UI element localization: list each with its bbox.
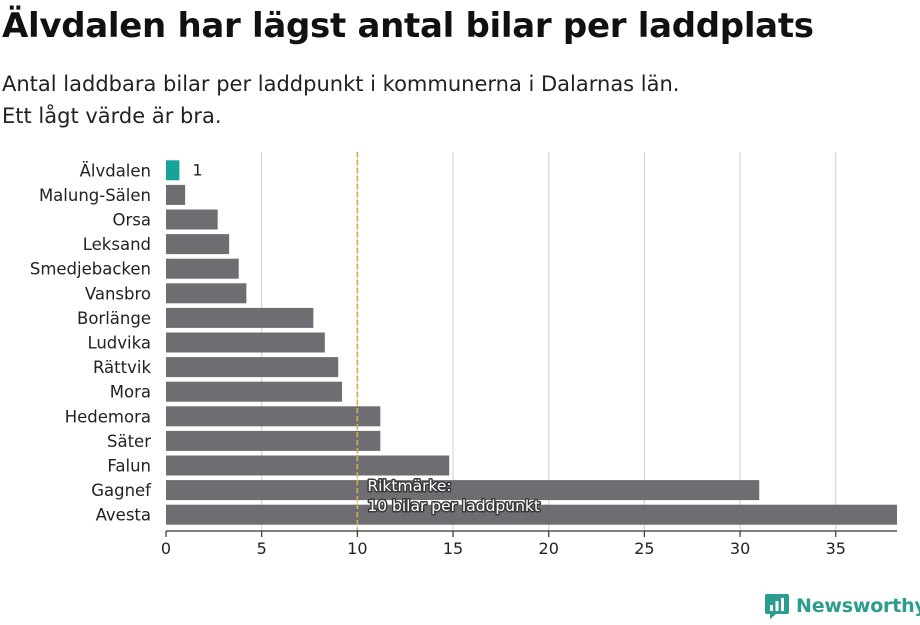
x-tick-label: 10 bbox=[347, 539, 367, 558]
bar bbox=[166, 406, 381, 427]
bar bbox=[166, 430, 381, 451]
category-label: Orsa bbox=[113, 211, 151, 230]
category-label: Borlänge bbox=[77, 309, 151, 328]
newsworthy-logo-icon bbox=[765, 594, 789, 619]
bar bbox=[166, 234, 230, 255]
category-label: Hedemora bbox=[65, 407, 151, 426]
logo-text: Newsworthy bbox=[796, 595, 920, 617]
bar bbox=[166, 160, 180, 181]
data-label: 1 bbox=[192, 160, 202, 179]
category-label: Rättvik bbox=[93, 358, 152, 377]
x-tick-label: 15 bbox=[443, 539, 463, 558]
category-label: Ludvika bbox=[87, 334, 151, 353]
category-label: Mora bbox=[110, 383, 151, 402]
newsworthy-logo: Newsworthy bbox=[764, 592, 920, 620]
bar bbox=[166, 357, 339, 378]
subtitle-line-2: Ett lågt värde är bra. bbox=[2, 104, 222, 128]
x-tick-label: 0 bbox=[161, 539, 171, 558]
x-tick-label: 5 bbox=[257, 539, 267, 558]
category-label: Falun bbox=[107, 457, 151, 476]
bar bbox=[166, 504, 897, 525]
bar bbox=[166, 480, 760, 501]
reference-label: Riktmärke: bbox=[367, 477, 451, 495]
chart-subtitle: Antal laddbara bilar per laddpunkt i kom… bbox=[2, 68, 680, 132]
bar bbox=[166, 283, 247, 304]
category-label: Vansbro bbox=[85, 284, 151, 303]
chart-title: Älvdalen har lägst antal bilar per laddp… bbox=[2, 6, 814, 46]
bar bbox=[166, 332, 325, 353]
category-label: Smedjebacken bbox=[30, 260, 151, 279]
category-label: Malung-Sälen bbox=[39, 186, 151, 205]
category-label: Avesta bbox=[96, 506, 151, 525]
bar bbox=[166, 258, 239, 279]
reference-label: 10 bilar per laddpunkt bbox=[367, 497, 540, 515]
bar bbox=[166, 455, 450, 476]
bar bbox=[166, 184, 186, 205]
x-tick-label: 30 bbox=[730, 539, 750, 558]
subtitle-line-1: Antal laddbara bilar per laddpunkt i kom… bbox=[2, 72, 680, 96]
category-label: Gagnef bbox=[91, 481, 152, 500]
bar bbox=[166, 209, 218, 230]
bar bbox=[166, 307, 314, 328]
x-tick-label: 35 bbox=[826, 539, 846, 558]
x-tick-label: 20 bbox=[539, 539, 559, 558]
category-label: Älvdalen bbox=[80, 161, 151, 180]
category-label: Säter bbox=[107, 432, 151, 451]
bar bbox=[166, 381, 343, 402]
x-tick-label: 25 bbox=[634, 539, 654, 558]
category-label: Leksand bbox=[83, 235, 151, 254]
